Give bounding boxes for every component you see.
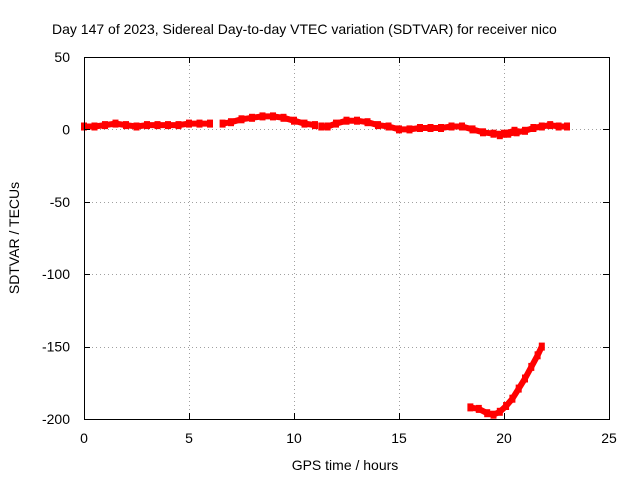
data-point <box>102 121 108 130</box>
y-tick-label: -50 <box>50 194 70 210</box>
data-point <box>459 122 465 131</box>
data-point <box>196 119 203 128</box>
y-tick-label: -100 <box>42 266 70 282</box>
x-tick-label: 5 <box>185 430 193 446</box>
data-point <box>324 122 331 131</box>
data-point <box>469 125 476 134</box>
x-tick-label: 25 <box>601 430 617 446</box>
data-point <box>219 119 226 128</box>
data-point <box>175 121 182 130</box>
data-point <box>280 113 287 122</box>
data-point <box>564 122 570 131</box>
plot-frame <box>84 57 610 420</box>
data-point <box>513 128 520 137</box>
y-tick-label: 0 <box>62 121 70 137</box>
data-point <box>467 403 474 412</box>
x-tick-label: 20 <box>496 430 512 446</box>
data-layer <box>81 112 570 419</box>
data-point <box>490 410 497 419</box>
data-point <box>547 121 554 130</box>
x-tick-label: 10 <box>286 430 302 446</box>
data-point <box>186 119 192 128</box>
tick-layer <box>84 57 610 420</box>
y-tick-label: -200 <box>42 411 70 427</box>
data-point <box>291 116 297 125</box>
chart-title: Day 147 of 2023, Sidereal Day-to-day VTE… <box>52 21 557 37</box>
data-point <box>396 125 402 134</box>
data-point <box>123 121 129 130</box>
data-point <box>354 116 360 125</box>
data-point <box>438 124 444 132</box>
data-point <box>509 394 516 403</box>
y-tick-label: -150 <box>42 339 70 355</box>
data-point <box>490 129 497 138</box>
data-point <box>364 118 371 127</box>
data-point <box>505 129 512 138</box>
data-point <box>515 384 522 393</box>
series-line-segment <box>222 113 316 129</box>
data-point <box>375 121 381 130</box>
data-point <box>343 116 350 125</box>
data-point <box>406 125 413 134</box>
data-point <box>144 121 150 130</box>
data-point <box>496 131 503 140</box>
data-point <box>228 118 234 127</box>
x-axis-title: GPS time / hours <box>292 457 399 473</box>
y-axis-title: SDTVAR / TECUs <box>6 182 22 294</box>
data-point <box>417 124 423 132</box>
data-point <box>318 122 325 131</box>
data-point <box>238 115 245 124</box>
data-point <box>448 122 455 131</box>
label-layer: 0 5 10 15 20 25 50 0 -50 -100 -150 -200 <box>42 49 617 446</box>
data-point <box>333 119 339 128</box>
x-tick-label: 0 <box>80 430 88 446</box>
data-point <box>249 113 255 122</box>
data-point <box>538 342 545 351</box>
data-point <box>496 407 503 416</box>
data-point <box>528 362 535 371</box>
data-point <box>385 122 392 131</box>
data-point <box>270 112 276 121</box>
data-point <box>475 404 482 413</box>
data-point <box>480 128 486 137</box>
data-point <box>91 122 98 131</box>
data-point <box>503 402 510 410</box>
data-point <box>312 121 318 130</box>
data-point <box>259 112 266 121</box>
data-point <box>301 119 308 128</box>
x-tick-label: 15 <box>391 430 407 446</box>
data-point <box>154 121 161 130</box>
data-point <box>165 121 171 130</box>
data-point <box>112 119 119 128</box>
data-point <box>530 124 537 132</box>
data-point <box>534 351 541 360</box>
data-point <box>522 126 528 135</box>
data-point <box>207 119 213 128</box>
data-point <box>427 124 434 132</box>
y-tick-label: 50 <box>54 49 70 65</box>
data-point <box>538 122 545 131</box>
data-point <box>133 122 140 131</box>
data-point <box>484 409 491 418</box>
data-point <box>555 122 562 131</box>
data-point <box>522 374 528 383</box>
